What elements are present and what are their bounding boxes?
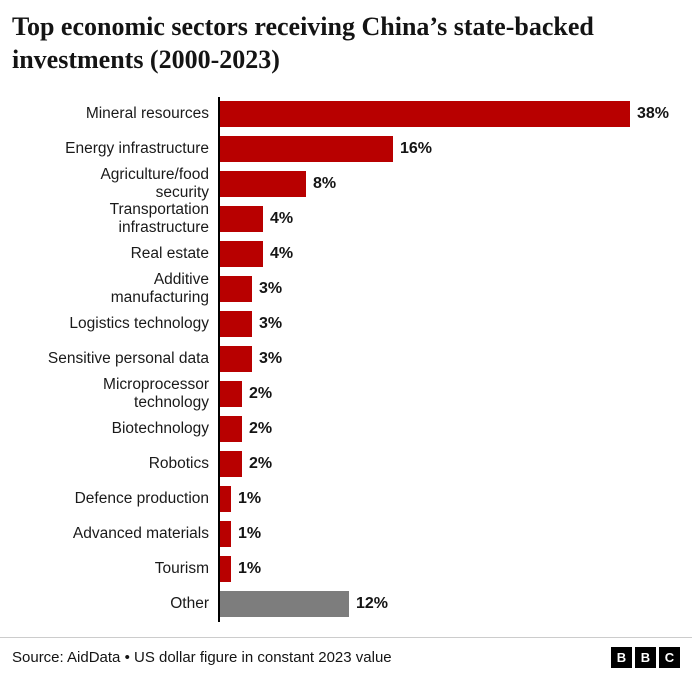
bar <box>220 451 242 478</box>
bar-cell: 8% <box>218 166 692 202</box>
bar <box>220 416 242 443</box>
value-label: 38% <box>637 105 670 123</box>
bar-chart: Mineral resources 38% Energy infrastructur… <box>0 96 692 622</box>
bar-other <box>220 591 349 618</box>
bar <box>220 346 252 373</box>
value-label: 3% <box>259 315 283 333</box>
bar-cell: 4% <box>218 236 692 272</box>
bar <box>220 311 252 338</box>
value-label: 2% <box>249 420 273 438</box>
value-label: 3% <box>259 350 283 368</box>
bar-cell: 3% <box>218 341 692 377</box>
footer: Source: AidData • US dollar figure in co… <box>0 637 692 678</box>
value-label: 2% <box>249 455 273 473</box>
category-label: Mineral resources <box>85 104 209 122</box>
bar-cell: 16% <box>218 131 692 167</box>
value-label: 4% <box>270 210 294 228</box>
value-label: 3% <box>259 280 283 298</box>
page-title: Top economic sectors receiving China’s s… <box>12 12 594 75</box>
bar-cell: 12% <box>218 586 692 622</box>
bar-row: Additive manufacturing 3% <box>0 270 692 307</box>
category-label: Sensitive personal data <box>47 349 209 367</box>
category-label: Defence production <box>74 489 209 507</box>
source-text: Source: AidData • US dollar figure in co… <box>12 649 392 666</box>
bar-row: Defence production 1% <box>0 481 692 517</box>
bar-row: Logistics technology 3% <box>0 306 692 342</box>
bar <box>220 521 231 548</box>
bar <box>220 101 630 128</box>
bar-row: Tourism 1% <box>0 551 692 587</box>
value-label: 4% <box>270 245 294 263</box>
category-label: Real estate <box>130 244 209 262</box>
bar-cell: 4% <box>218 201 692 237</box>
bar <box>220 486 231 513</box>
bar-cell: 3% <box>218 306 692 342</box>
category-label: Robotics <box>148 454 209 472</box>
bar-cell: 1% <box>218 481 692 517</box>
bar <box>220 171 306 198</box>
category-label: Additive manufacturing <box>110 270 209 307</box>
bar <box>220 241 263 268</box>
bar <box>220 206 263 233</box>
bar <box>220 136 393 163</box>
value-label: 16% <box>400 140 433 158</box>
bar-cell: 1% <box>218 551 692 587</box>
category-label: Tourism <box>154 559 209 577</box>
bar-row: Other 12% <box>0 586 692 622</box>
bar-row: Transportation infrastructure 4% <box>0 200 692 237</box>
bar <box>220 381 242 408</box>
bar-row: Biotechnology 2% <box>0 411 692 447</box>
bar-row: Energy infrastructure 16% <box>0 131 692 167</box>
bar-row: Sensitive personal data 3% <box>0 341 692 377</box>
category-label: Transportation infrastructure <box>109 200 209 237</box>
bar-rows: Mineral resources 38% Energy infrastructur… <box>0 96 692 622</box>
bar-cell: 2% <box>218 376 692 412</box>
bar-row: Robotics 2% <box>0 446 692 482</box>
bbc-logo-block: B <box>635 647 656 668</box>
category-label: Agriculture/food security <box>100 165 209 202</box>
bar-row: Agriculture/food security 8% <box>0 165 692 202</box>
bar <box>220 276 252 303</box>
bar-cell: 2% <box>218 411 692 447</box>
bar-cell: 38% <box>218 96 692 132</box>
bar-row: Mineral resources 38% <box>0 96 692 132</box>
header: Top economic sectors receiving China’s s… <box>0 0 692 77</box>
bar-row: Real estate 4% <box>0 236 692 272</box>
value-label: 1% <box>238 560 262 578</box>
bar-row: Microprocessor technology 2% <box>0 375 692 412</box>
category-label: Biotechnology <box>111 419 209 437</box>
bar-cell: 1% <box>218 516 692 552</box>
category-label: Logistics technology <box>69 314 209 332</box>
category-label: Microprocessor technology <box>103 375 209 412</box>
value-label: 1% <box>238 490 262 508</box>
value-label: 12% <box>356 595 389 613</box>
bar <box>220 556 231 583</box>
bbc-logo-block: B <box>611 647 632 668</box>
category-label: Other <box>170 594 209 612</box>
value-label: 8% <box>313 175 337 193</box>
value-label: 2% <box>249 385 273 403</box>
category-label: Advanced materials <box>72 524 209 542</box>
bar-row: Advanced materials 1% <box>0 516 692 552</box>
bbc-logo-block: C <box>659 647 680 668</box>
value-label: 1% <box>238 525 262 543</box>
bar-cell: 3% <box>218 271 692 307</box>
category-label: Energy infrastructure <box>65 139 209 157</box>
bar-cell: 2% <box>218 446 692 482</box>
